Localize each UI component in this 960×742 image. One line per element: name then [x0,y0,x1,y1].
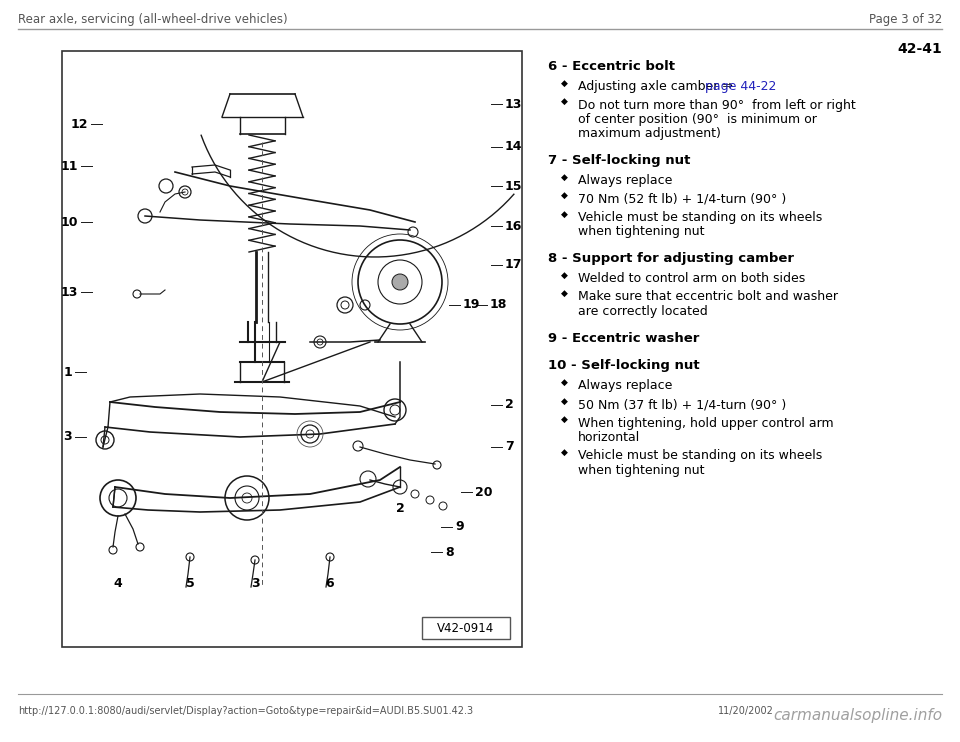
Text: ◆: ◆ [561,191,567,200]
Text: are correctly located: are correctly located [578,305,708,318]
Text: Make sure that eccentric bolt and washer: Make sure that eccentric bolt and washer [578,291,838,303]
Text: 8 - Support for adjusting camber: 8 - Support for adjusting camber [548,252,794,265]
Bar [62,51,522,647]
Bar [422,617,510,639]
Text: 7 - Self-locking nut: 7 - Self-locking nut [548,154,690,167]
Text: ◆: ◆ [561,97,567,106]
Text: Rear axle, servicing (all-wheel-drive vehicles): Rear axle, servicing (all-wheel-drive ve… [18,13,288,26]
Text: 10 - Self-locking nut: 10 - Self-locking nut [548,360,700,372]
Text: 11: 11 [60,160,78,172]
Text: of center position (90°  is minimum or: of center position (90° is minimum or [578,113,817,126]
Text: 6: 6 [325,577,334,590]
Text: When tightening, hold upper control arm: When tightening, hold upper control arm [578,416,833,430]
Text: 11/20/2002: 11/20/2002 [718,706,774,716]
Text: ◆: ◆ [561,271,567,280]
Text: Always replace: Always replace [578,174,672,187]
Text: 6 - Eccentric bolt: 6 - Eccentric bolt [548,60,675,73]
Text: ◆: ◆ [561,378,567,387]
Text: http://127.0.0.1:8080/audi/servlet/Display?action=Goto&type=repair&id=AUDI.B5.SU: http://127.0.0.1:8080/audi/servlet/Displ… [18,706,473,716]
Text: Page 3 of 32: Page 3 of 32 [869,13,942,26]
Text: 3: 3 [63,430,72,444]
Text: Vehicle must be standing on its wheels: Vehicle must be standing on its wheels [578,450,823,462]
Text: ◆: ◆ [561,415,567,424]
Text: page 44-22: page 44-22 [706,80,777,93]
Text: when tightening nut: when tightening nut [578,226,705,238]
Text: ◆: ◆ [561,448,567,457]
Text: carmanualsopline.info: carmanualsopline.info [773,708,942,723]
Text: ◆: ◆ [561,172,567,182]
Text: 42-41: 42-41 [898,42,942,56]
Text: 3: 3 [251,577,259,590]
Text: ◆: ◆ [561,209,567,218]
Text: 2: 2 [505,398,514,412]
Text: Welded to control arm on both sides: Welded to control arm on both sides [578,272,805,285]
Text: Vehicle must be standing on its wheels: Vehicle must be standing on its wheels [578,211,823,224]
Text: 15: 15 [505,180,522,192]
Text: Always replace: Always replace [578,379,672,393]
Text: Do not turn more than 90°  from left or right: Do not turn more than 90° from left or r… [578,99,855,111]
Text: 18: 18 [490,298,508,312]
Text: 13: 13 [60,286,78,298]
Text: 50 Nm (37 ft lb) + 1/4-turn (90° ): 50 Nm (37 ft lb) + 1/4-turn (90° ) [578,398,786,411]
Circle shape [392,274,408,290]
Text: 16: 16 [505,220,522,232]
Text: 9: 9 [455,520,464,533]
Text: when tightening nut: when tightening nut [578,464,705,477]
Text: ◆: ◆ [561,79,567,88]
Text: horizontal: horizontal [578,431,640,444]
Text: 8: 8 [445,545,454,559]
Text: 19: 19 [463,298,480,312]
Text: 13: 13 [505,97,522,111]
Text: 17: 17 [505,258,522,272]
Text: V42-0914: V42-0914 [438,622,494,634]
Text: 7: 7 [505,441,514,453]
Text: 14: 14 [505,140,522,154]
Text: Adjusting axle camber ⇒: Adjusting axle camber ⇒ [578,80,737,93]
Text: 9 - Eccentric washer: 9 - Eccentric washer [548,332,700,344]
Text: 20: 20 [475,485,492,499]
Text: 12: 12 [70,117,88,131]
Text: 4: 4 [113,577,122,590]
Text: ◆: ◆ [561,396,567,405]
Text: 10: 10 [60,215,78,229]
Text: 5: 5 [185,577,194,590]
Text: ◆: ◆ [561,289,567,298]
Text: 70 Nm (52 ft lb) + 1/4-turn (90° ): 70 Nm (52 ft lb) + 1/4-turn (90° ) [578,192,786,206]
Text: maximum adjustment): maximum adjustment) [578,128,721,140]
Text: 1: 1 [63,366,72,378]
Text: 2: 2 [396,502,404,515]
